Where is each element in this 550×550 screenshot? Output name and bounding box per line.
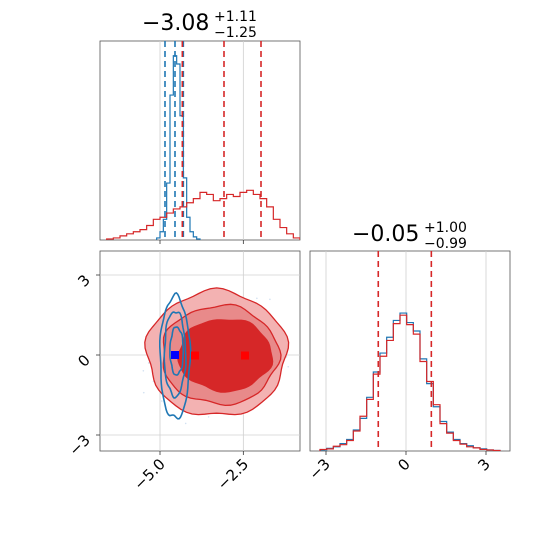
hist-param1-blue-step (156, 55, 201, 240)
contour-blue-inner (169, 326, 185, 376)
marker-red (191, 351, 199, 360)
hist-param1-grid (159, 41, 244, 240)
scatter-sample-point (142, 391, 145, 394)
title-param1-minus: −1.25 (214, 25, 257, 41)
title-param2-plus: +1.00 (424, 220, 467, 236)
title-param2: −0.05 +1.00 −0.99 (352, 220, 467, 252)
scatter-sample-point (147, 362, 150, 364)
x-tick-label-param1: −2.5 (214, 455, 252, 493)
hist-param1-panel (99, 40, 301, 244)
scatter-sample-point (184, 422, 187, 425)
scatter-panel: −5.0 −2.5 3 0 −3 (65, 250, 301, 494)
hist-param1-series (106, 55, 300, 240)
x-tick-label-param2: −3 (305, 455, 333, 483)
y-tick-label-param2: 0 (74, 351, 93, 370)
hist-param1-quantiles (164, 41, 262, 240)
y-tick-label-param2: −3 (65, 431, 93, 459)
contour-blue-middle (163, 311, 187, 399)
title-param2-minus: −0.99 (424, 236, 467, 252)
title-param1: −3.08 +1.11 −1.25 (142, 9, 257, 41)
title-param2-value: −0.05 (352, 222, 419, 247)
contour-blue-outer (159, 291, 192, 420)
hist-param2-ticks: −3 0 3 (305, 451, 494, 483)
title-param1-plus: +1.11 (214, 9, 257, 25)
hist-param1-ticks (159, 240, 244, 244)
y-tick-label-param2: 3 (74, 271, 93, 290)
marker-red (241, 351, 249, 360)
scatter-sample-point (207, 416, 210, 418)
hist-param2-series (319, 312, 501, 451)
scatter-sample-point (142, 369, 145, 372)
x-tick-label-param1: −5.0 (130, 455, 168, 493)
hist-param2-red-step (319, 314, 501, 451)
hist-param2-quantiles (377, 251, 433, 451)
scatter-sample-point (269, 298, 271, 301)
scatter-sample-point (256, 297, 258, 300)
scatter-contours (142, 287, 290, 425)
title-param1-value: −3.08 (142, 11, 209, 36)
x-tick-label-param2: 0 (394, 455, 413, 474)
scatter-sample-point (287, 365, 290, 368)
hist-param2-panel: −3 0 3 (305, 250, 511, 483)
x-tick-label-param2: 3 (474, 455, 493, 474)
hist-param1-red-step (106, 189, 300, 240)
hist-param2-blue-step (319, 312, 501, 451)
marker-blue (171, 351, 179, 359)
hist-param2-grid (325, 251, 487, 451)
scatter-sample-point (160, 400, 163, 402)
